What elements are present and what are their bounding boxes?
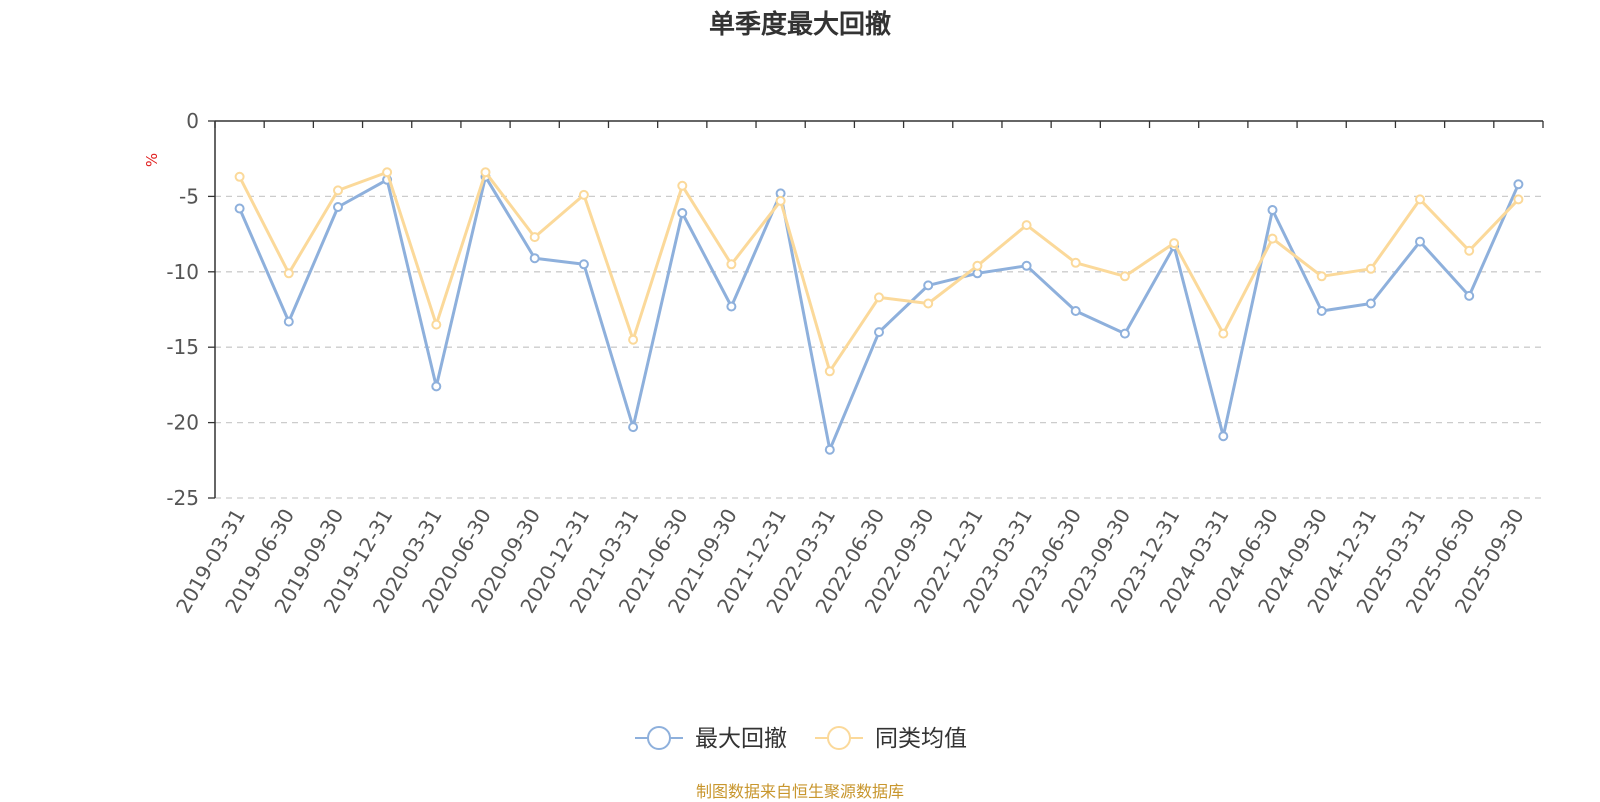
data-point[interactable] (874, 292, 884, 303)
data-point[interactable] (677, 180, 688, 191)
data-point[interactable] (1316, 271, 1327, 282)
data-point[interactable] (283, 316, 294, 327)
data-point[interactable] (333, 185, 343, 196)
y-tick-label: -10 (166, 260, 199, 284)
data-point[interactable] (628, 334, 639, 345)
data-point[interactable] (1218, 431, 1229, 442)
data-point[interactable] (578, 259, 589, 270)
y-axis-label: % (143, 153, 161, 167)
data-point[interactable] (726, 301, 737, 312)
data-point[interactable] (1218, 328, 1229, 339)
data-point[interactable] (1070, 257, 1081, 268)
data-point[interactable] (1513, 194, 1524, 205)
data-point[interactable] (726, 259, 737, 270)
data-point[interactable] (1365, 263, 1376, 274)
series-1 (234, 171, 1524, 455)
data-point[interactable] (677, 208, 688, 218)
legend-item-2[interactable]: 同类均值 (815, 726, 967, 752)
data-point[interactable] (1267, 233, 1278, 244)
data-point[interactable] (1464, 290, 1475, 301)
legend[interactable]: 最大回撤 同类均值 (635, 726, 967, 752)
data-point[interactable] (1513, 179, 1524, 190)
data-point[interactable] (1021, 220, 1032, 231)
data-point[interactable] (972, 260, 983, 271)
legend-marker (647, 726, 671, 750)
data-point[interactable] (1169, 238, 1180, 249)
data-point[interactable] (1021, 260, 1032, 271)
data-point[interactable] (923, 298, 934, 309)
data-point[interactable] (529, 232, 540, 243)
data-point[interactable] (1316, 306, 1327, 316)
legend-label: 同类均值 (875, 726, 967, 752)
legend-label: 最大回撤 (695, 726, 787, 752)
chart-title: 单季度最大回撤 (708, 10, 891, 40)
data-point[interactable] (1415, 194, 1425, 205)
data-point[interactable] (1119, 328, 1130, 339)
series-2 (234, 167, 1524, 377)
data-point[interactable] (431, 319, 442, 330)
y-tick-label: -15 (166, 335, 199, 359)
data-point[interactable] (529, 253, 540, 264)
data-point[interactable] (923, 280, 934, 291)
legend-marker (827, 726, 851, 750)
source-note: 制图数据来自恒生聚源数据库 (695, 782, 904, 801)
grid-lines (215, 195, 1543, 499)
data-point[interactable] (431, 381, 442, 392)
data-point[interactable] (824, 444, 835, 455)
data-point[interactable] (1464, 245, 1475, 256)
data-point[interactable] (283, 268, 294, 279)
data-point[interactable] (382, 167, 393, 178)
data-point[interactable] (1119, 271, 1130, 282)
y-tick-label: -5 (179, 184, 199, 208)
y-tick-label: 0 (186, 109, 199, 133)
y-tick-label: -25 (166, 486, 199, 510)
data-point[interactable] (824, 366, 835, 377)
data-point[interactable] (480, 167, 491, 178)
data-point[interactable] (234, 203, 245, 214)
data-point[interactable] (775, 195, 786, 206)
data-point[interactable] (1365, 298, 1376, 309)
legend-item-1[interactable]: 最大回撤 (635, 726, 787, 752)
data-point[interactable] (333, 202, 343, 212)
data-point[interactable] (874, 327, 884, 338)
series-lines (234, 167, 1524, 455)
data-point[interactable] (1070, 306, 1081, 316)
data-point[interactable] (628, 422, 639, 433)
data-point[interactable] (234, 171, 245, 182)
y-tick-label: -20 (166, 411, 199, 435)
data-point[interactable] (578, 189, 589, 200)
data-point[interactable] (1267, 205, 1278, 215)
data-point[interactable] (1415, 236, 1425, 247)
